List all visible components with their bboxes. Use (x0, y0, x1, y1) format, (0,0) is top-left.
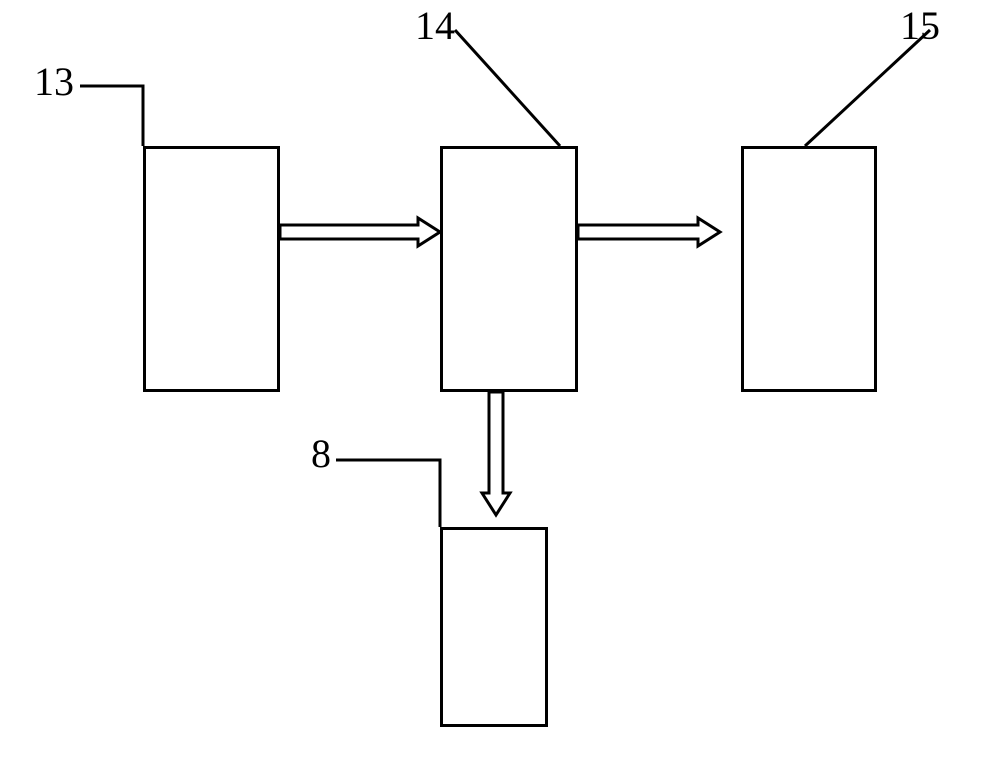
label-15: 15 (900, 2, 940, 49)
block-13 (143, 146, 280, 392)
block-15 (741, 146, 877, 392)
label-8: 8 (311, 430, 331, 477)
diagram-stage: 13 14 15 8 (0, 0, 1000, 765)
arrow-a13_14 (280, 218, 440, 246)
block-8 (440, 527, 548, 727)
label-14: 14 (415, 2, 455, 49)
label-13: 13 (34, 58, 74, 105)
arrow-a14_15 (578, 218, 720, 246)
arrow-a14_8 (482, 392, 510, 515)
leader-ld8 (336, 460, 440, 527)
leader-ld14 (455, 30, 560, 146)
leader-ld13 (80, 86, 143, 146)
block-14 (440, 146, 578, 392)
